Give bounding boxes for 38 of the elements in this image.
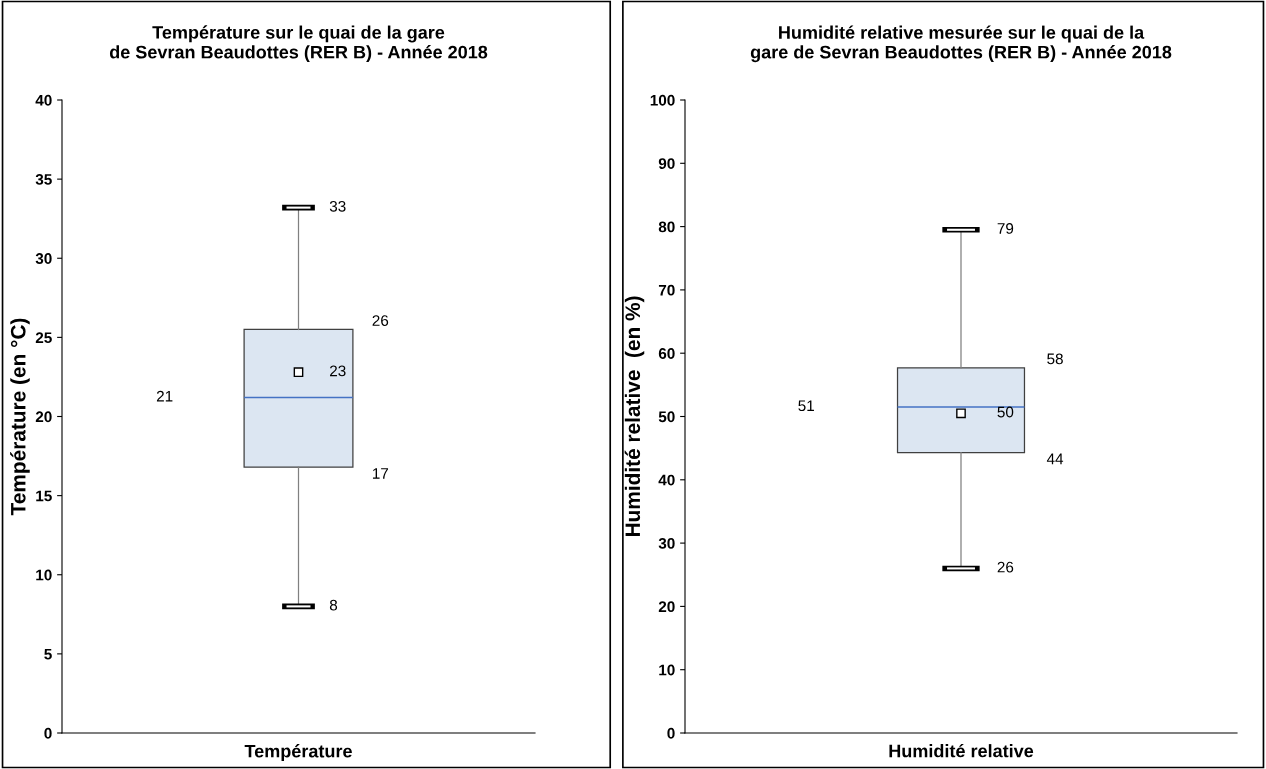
y-tick-label: 70 xyxy=(658,284,675,296)
y-tick-label: 80 xyxy=(658,221,675,233)
annotation: 26 xyxy=(997,561,1014,573)
annotation: 44 xyxy=(1046,453,1064,465)
annotation: 51 xyxy=(798,400,814,412)
y-tick-label: 20 xyxy=(658,601,675,613)
chart-title: Humidité relative mesurée sur le quai de la gare de Sevran Beaudottes (RER B) - Année 2018 xyxy=(750,25,1172,63)
y-tick-label: 50 xyxy=(658,411,675,423)
y-tick-label: 100 xyxy=(650,94,675,106)
y-tick-label: 5 xyxy=(44,648,52,660)
annotation: 33 xyxy=(329,200,346,212)
y-tick-label: 0 xyxy=(44,727,52,739)
annotation: 26 xyxy=(372,315,389,326)
y-tick-label: 40 xyxy=(658,474,675,486)
y-tick-label: 30 xyxy=(35,253,52,264)
y-tick-label: 90 xyxy=(658,158,675,169)
y-tick-label: 10 xyxy=(36,569,52,581)
annotation: 23 xyxy=(330,365,346,377)
annotation: 79 xyxy=(997,223,1014,234)
y-tick-label: 15 xyxy=(36,490,52,502)
y-tick-label: 35 xyxy=(35,173,52,185)
annotation: 50 xyxy=(997,406,1014,418)
y-tick-label: 60 xyxy=(658,348,675,359)
annotation: 21 xyxy=(156,390,173,402)
y-tick-label: 20 xyxy=(35,411,52,423)
annotation: 58 xyxy=(1047,353,1063,365)
chart-title: Température sur le quai de la gare de Sevran Beaudottes (RER B) - Année 2018 xyxy=(109,25,488,63)
y-axis-title: Humidité relative (en %) xyxy=(624,296,645,537)
y-tick-label: 30 xyxy=(658,537,675,549)
x-tick-label: Humidité relative xyxy=(889,743,1034,758)
y-tick-label: 40 xyxy=(35,94,52,106)
y-tick-label: 0 xyxy=(667,727,675,739)
annotation: 17 xyxy=(372,468,389,479)
y-tick-label: 25 xyxy=(35,332,52,344)
y-axis-title: Température (en °C) xyxy=(10,318,30,516)
annotation: 8 xyxy=(329,599,338,611)
y-tick-label: 10 xyxy=(659,664,675,676)
x-tick-label: Température xyxy=(244,744,352,762)
